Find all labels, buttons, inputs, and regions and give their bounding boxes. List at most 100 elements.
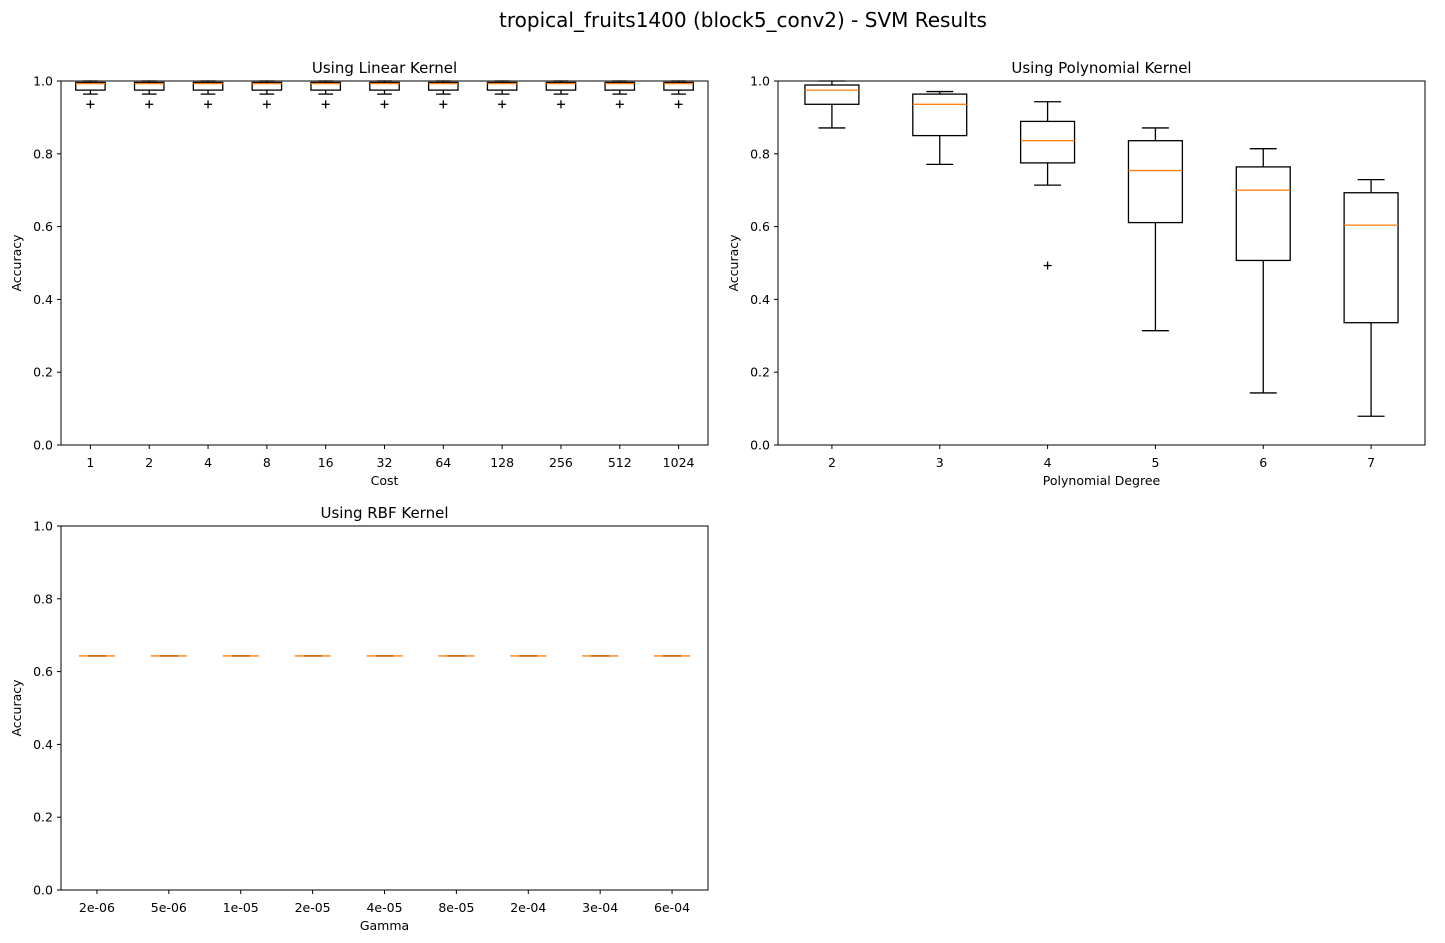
box-body	[369, 81, 400, 91]
box-256	[545, 80, 577, 109]
box-128	[486, 80, 518, 109]
x-tick-label: 1024	[663, 455, 695, 470]
box-7	[1343, 178, 1399, 417]
subplot-title: Using Linear Kernel	[312, 59, 457, 77]
x-tick-label: 5	[1151, 455, 1159, 470]
subplot-title: Using RBF Kernel	[321, 504, 449, 522]
x-tick-label: 2	[828, 455, 836, 470]
x-tick-label: 4e-05	[366, 900, 402, 915]
box-body	[192, 81, 224, 91]
box-body	[486, 81, 518, 91]
x-tick-label: 2e-06	[79, 900, 115, 915]
outlier-marker	[674, 100, 683, 109]
box-32	[369, 80, 400, 109]
subplot-polynomial: Using Polynomial Kernel 0.0 0.2 0.4 0.6 0.8 1.…	[726, 59, 1426, 488]
box-2	[804, 80, 860, 129]
x-tick-label: 6e-04	[654, 900, 690, 915]
x-tick-label: 32	[377, 455, 393, 470]
box-body	[804, 84, 860, 105]
y-tick-label: 1.0	[33, 74, 53, 89]
x-tick-label: 2e-05	[295, 900, 331, 915]
x-tick-label: 2e-04	[510, 900, 546, 915]
x-tick-label: 6	[1259, 455, 1267, 470]
x-tick-label: 1e-05	[223, 900, 259, 915]
x-tick-label: 128	[490, 455, 514, 470]
x-axis-label: Gamma	[360, 918, 409, 933]
x-tick-label: 2	[145, 455, 153, 470]
x-tick-label: 5e-06	[151, 900, 187, 915]
figure-title: tropical_fruits1400 (block5_conv2) - SVM…	[499, 8, 987, 32]
x-tick-label: 4	[1044, 455, 1052, 470]
outlier-marker	[145, 100, 154, 109]
box-body	[133, 81, 165, 91]
x-tick-label: 3	[936, 455, 944, 470]
box-body	[663, 81, 694, 91]
box-body	[912, 93, 968, 137]
box-8	[251, 80, 283, 109]
outlier-marker	[556, 100, 565, 109]
box-2	[133, 80, 165, 109]
axes-frame	[777, 80, 1426, 446]
box-512	[604, 80, 636, 109]
box-1	[75, 80, 106, 109]
subplot-linear: Using Linear Kernel 0.0 0.2 0.4 0.6 0.8 1.0 1 2 4…	[9, 59, 709, 488]
x-tick-label: 4	[204, 455, 212, 470]
y-tick-label: 0.0	[750, 438, 770, 453]
outlier-marker	[615, 100, 624, 109]
y-tick-label: 0.4	[750, 292, 770, 307]
x-tick-label: 64	[435, 455, 451, 470]
x-tick-label: 8	[263, 455, 271, 470]
y-tick-label: 0.2	[33, 365, 53, 380]
y-tick-label: 0.4	[33, 737, 53, 752]
y-tick-label: 1.0	[750, 74, 770, 89]
x-tick-label: 16	[318, 455, 334, 470]
y-tick-label: 0.8	[750, 146, 770, 161]
y-tick-label: 0.2	[33, 810, 53, 825]
subplots: Using Linear Kernel 0.0 0.2 0.4 0.6 0.8 1.0 1 2 4…	[9, 59, 1426, 933]
outlier-marker	[262, 100, 271, 109]
y-tick-label: 0.6	[750, 219, 770, 234]
box-3	[912, 90, 968, 166]
y-tick-label: 0.0	[33, 438, 53, 453]
outlier-marker	[439, 100, 448, 109]
y-tick-label: 0.8	[33, 146, 53, 161]
x-tick-label: 1	[86, 455, 94, 470]
box-body	[604, 81, 636, 91]
box-6	[1235, 148, 1291, 394]
x-tick-label: 8e-05	[438, 900, 474, 915]
x-tick-label: 256	[549, 455, 573, 470]
y-tick-label: 0.6	[33, 664, 53, 679]
box-4	[192, 80, 224, 109]
box-5	[1127, 127, 1184, 332]
x-tick-label: 3e-04	[582, 900, 618, 915]
box-body	[251, 81, 283, 91]
box-64	[427, 80, 459, 109]
x-tick-label: 512	[608, 455, 632, 470]
box-body	[545, 81, 577, 91]
outlier-marker	[321, 100, 330, 109]
box-body	[427, 81, 459, 91]
box-body	[1127, 140, 1184, 224]
box-body	[1343, 192, 1399, 324]
outlier-marker	[498, 100, 507, 109]
y-axis-label: Accuracy	[9, 234, 24, 292]
y-tick-label: 1.0	[33, 519, 53, 534]
box-1024	[663, 80, 694, 109]
axes-frame	[60, 525, 709, 891]
box-4	[1019, 101, 1076, 270]
x-tick-label: 7	[1367, 455, 1375, 470]
box-body	[75, 81, 106, 91]
y-axis-label: Accuracy	[726, 234, 741, 292]
outlier-marker	[204, 100, 213, 109]
x-axis-label: Polynomial Degree	[1043, 473, 1161, 488]
outlier-marker	[1043, 261, 1052, 270]
box-body	[1235, 166, 1291, 262]
outlier-marker	[380, 100, 389, 109]
axes-frame	[60, 80, 709, 446]
box-body	[1019, 120, 1076, 164]
subplot-rbf: Using RBF Kernel 0.0 0.2 0.4 0.6 0.8 1.0 2e-06 5…	[9, 504, 709, 933]
x-axis-label: Cost	[371, 473, 399, 488]
outlier-marker	[86, 100, 95, 109]
y-tick-label: 0.0	[33, 883, 53, 898]
